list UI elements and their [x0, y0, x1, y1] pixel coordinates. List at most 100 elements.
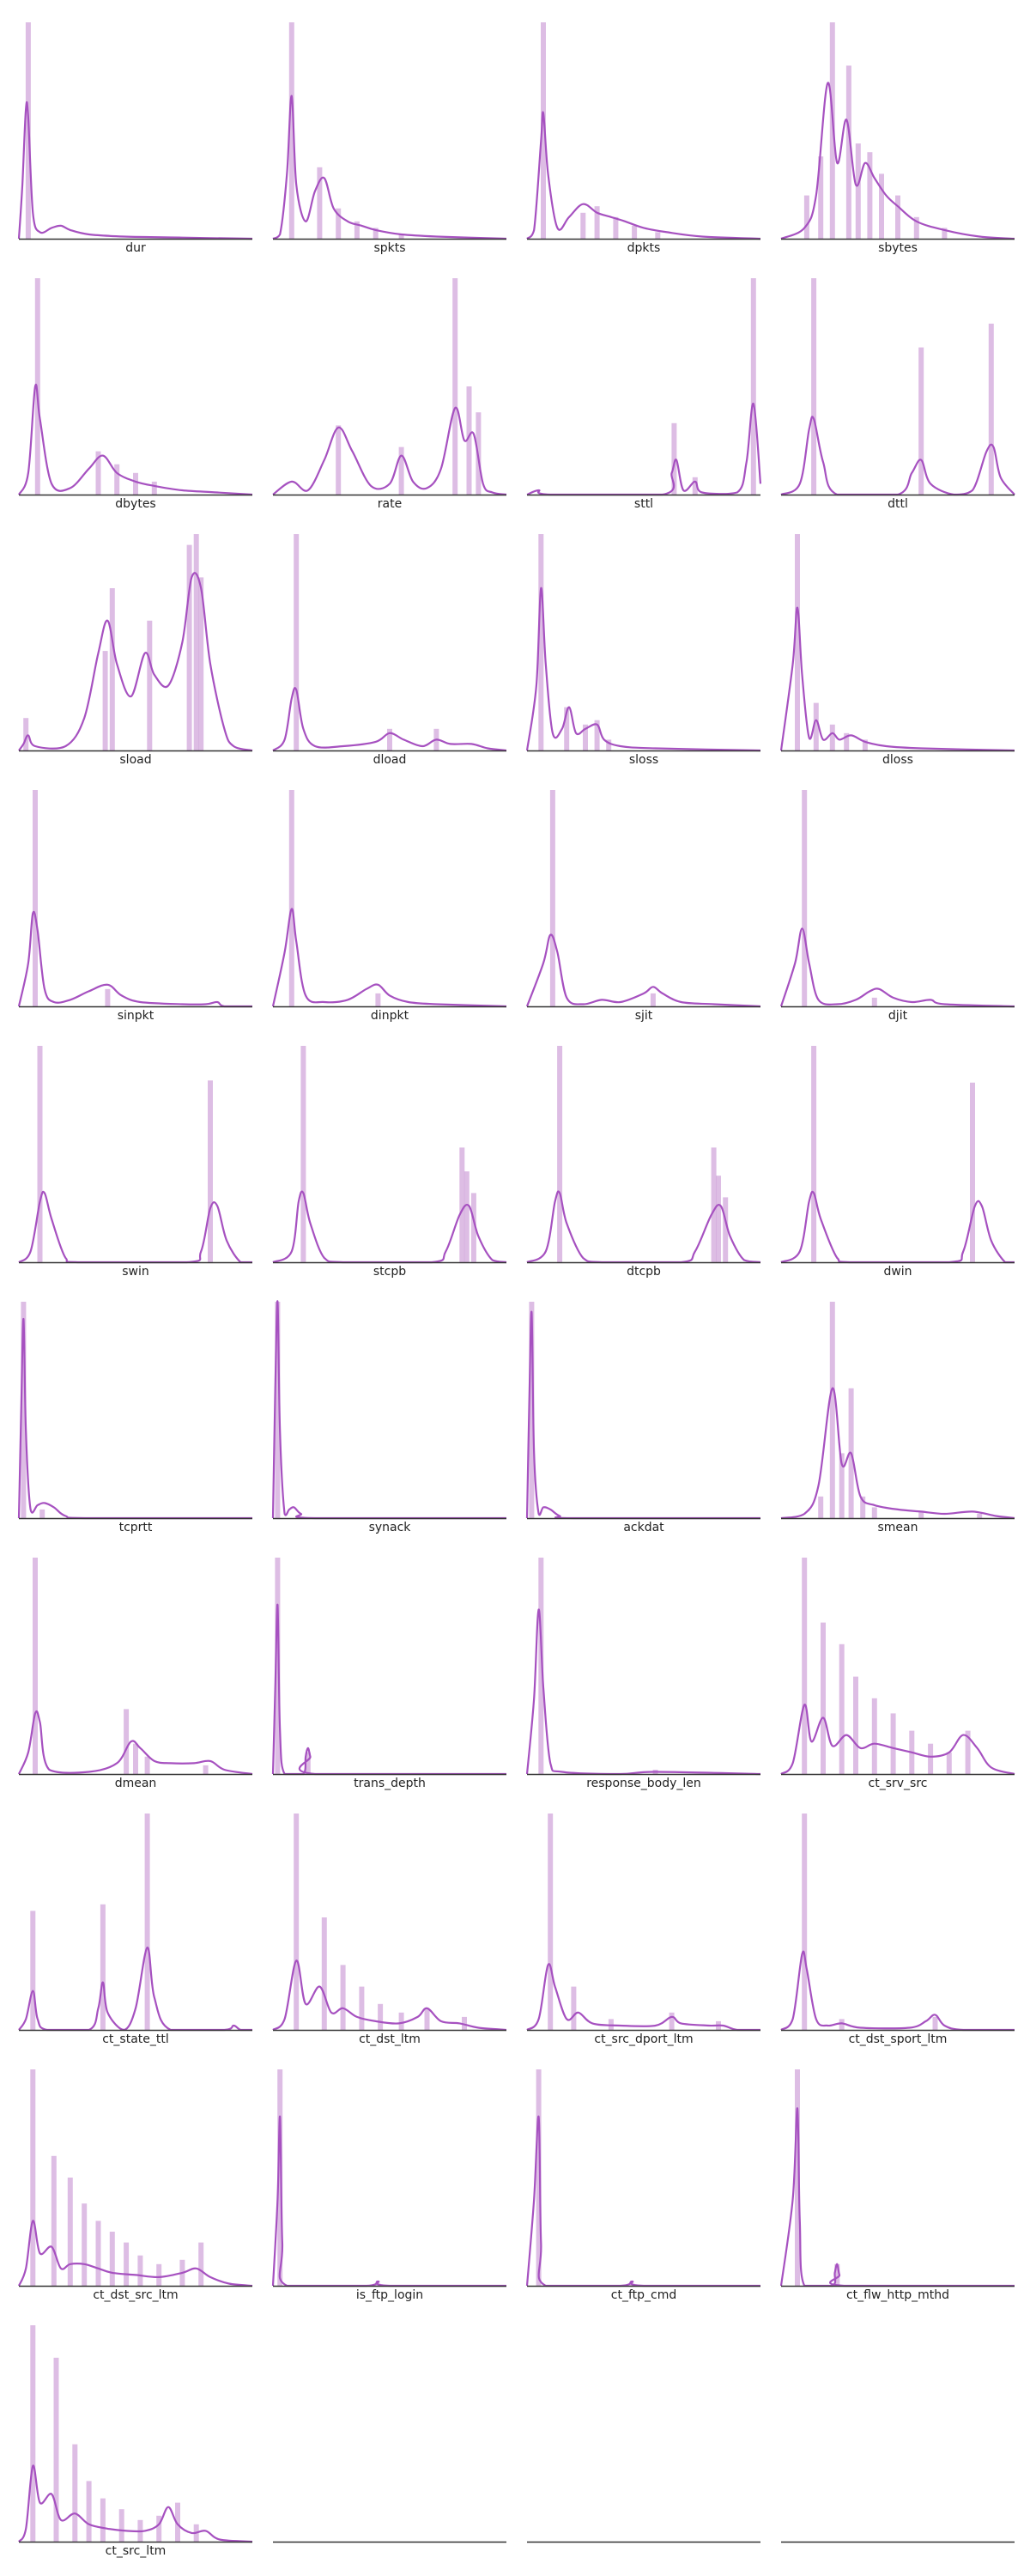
x-axis-label: smean: [877, 1521, 918, 1534]
histogram-bar: [30, 2325, 36, 2542]
x-axis-label: ct_srv_src: [868, 1777, 928, 1790]
histogram-bar: [118, 2509, 124, 2542]
histogram-bar: [294, 534, 300, 750]
histogram-bar: [871, 997, 877, 1006]
histogram-bar: [321, 1917, 327, 2030]
x-axis-label: dpkts: [627, 241, 661, 255]
histogram-plot: [17, 22, 253, 240]
histogram-bar: [839, 1453, 845, 1518]
histogram-bar: [387, 728, 392, 750]
histogram-bar: [33, 1558, 38, 1774]
histogram-plot: [271, 1558, 506, 1776]
histogram-panel: dbytes: [17, 275, 253, 515]
histogram-bar: [811, 278, 817, 495]
x-axis-label: rate: [377, 497, 403, 511]
x-axis-label: dbytes: [115, 497, 156, 511]
kde-curve: [525, 586, 761, 752]
kde-curve: [17, 100, 253, 240]
histogram-bar: [147, 620, 153, 750]
kde-curve: [272, 406, 507, 496]
histogram-bar: [692, 477, 698, 495]
histogram-bar: [932, 2016, 938, 2030]
histogram-bar: [839, 1643, 845, 1774]
histogram-bar: [818, 1496, 824, 1518]
histogram-bar: [632, 225, 638, 239]
histogram-panel: swin: [18, 1042, 252, 1283]
histogram-panel: sttl: [526, 275, 762, 515]
x-axis-label: spkts: [373, 241, 406, 255]
histogram-panel: tcprtt: [17, 1298, 252, 1539]
histogram-bar: [378, 2003, 384, 2030]
histogram-plot: [271, 790, 507, 1008]
histogram-panel: synack: [271, 1298, 506, 1539]
histogram-panel: is_ftp_login: [271, 2066, 506, 2306]
histogram-plot: [272, 22, 507, 240]
histogram-bar: [871, 1698, 877, 1774]
kde-curve: [271, 1300, 506, 1520]
histogram-panel: response_body_len: [525, 1554, 761, 1795]
histogram-bar: [288, 790, 294, 1006]
histogram-panel: [273, 2322, 506, 2562]
histogram-bar: [536, 2069, 542, 2286]
histogram-bar: [82, 2203, 88, 2286]
x-axis-label: ct_dst_src_ltm: [93, 2288, 179, 2302]
histogram-bar: [33, 790, 38, 1006]
histogram-plot: [779, 534, 1015, 752]
histogram-bar: [606, 739, 612, 750]
histogram-bar: [156, 2515, 162, 2542]
kde-curve: [271, 2115, 506, 2287]
histogram-bar: [95, 2221, 101, 2286]
kde-curve: [17, 2220, 253, 2287]
histogram-bar: [867, 152, 873, 239]
histogram-panel: ct_flw_http_mthd: [779, 2066, 1015, 2306]
x-axis-label: ct_flw_http_mthd: [845, 2288, 950, 2302]
histogram-bar: [354, 221, 360, 239]
histogram-bar: [821, 1622, 826, 1774]
histogram-bar: [86, 2481, 92, 2542]
histogram-plot: [272, 278, 507, 496]
histogram-bar: [294, 1814, 300, 2030]
kde-curve: [525, 1310, 760, 1520]
histogram-panel: [781, 2322, 1015, 2562]
histogram-bar: [198, 2242, 204, 2286]
histogram-bar: [918, 1511, 924, 1518]
histogram-bar: [538, 1558, 544, 1774]
histogram-bar: [988, 323, 994, 495]
histogram-bar: [375, 993, 381, 1006]
histogram-bar: [844, 732, 850, 750]
histogram-bar: [890, 1713, 896, 1774]
histogram-plot: [273, 2541, 506, 2543]
histogram-bar: [538, 534, 544, 750]
histogram-bar: [100, 1904, 106, 2030]
histogram-panel: ct_src_ltm: [18, 2322, 253, 2562]
histogram-bar: [175, 2502, 180, 2542]
histogram-bar: [970, 1082, 975, 1262]
histogram-bar: [829, 22, 835, 239]
histogram-panel: dttl: [780, 275, 1015, 515]
kde-curve: [17, 910, 252, 1008]
histogram-panel: ct_state_ttl: [18, 1810, 252, 2050]
histogram-panel: rate: [272, 275, 507, 515]
kde-curve: [779, 2107, 1015, 2287]
histogram-bar: [750, 278, 756, 495]
histogram-bar: [895, 195, 900, 239]
kde-curve: [526, 403, 762, 496]
histogram-bar: [39, 1509, 45, 1518]
histogram-bar: [398, 2012, 404, 2030]
x-axis-label: sloss: [628, 753, 659, 767]
histogram-bar: [466, 386, 472, 495]
histogram-bar: [829, 1302, 835, 1518]
x-axis-label: dinpkt: [370, 1009, 409, 1023]
histogram-bar: [30, 2069, 36, 2286]
histogram-panel: dload: [272, 531, 507, 771]
kde-curve: [272, 687, 507, 752]
histogram-plot: [780, 1046, 1015, 1264]
kde-curve: [780, 416, 1015, 496]
histogram-bar: [275, 1558, 281, 1774]
kde-curve: [272, 1959, 507, 2032]
histogram-bar: [655, 232, 661, 239]
histogram-plot: [271, 1300, 506, 1520]
histogram-bar: [834, 2263, 840, 2286]
histogram-bar: [803, 195, 809, 239]
histogram-bar: [583, 724, 588, 750]
